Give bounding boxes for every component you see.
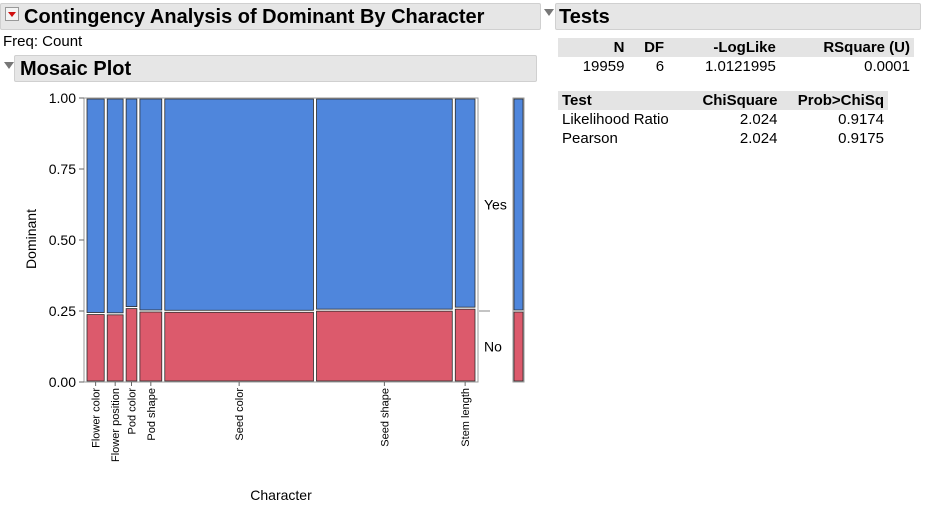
y-tick-label: 0.00 [49,374,76,390]
freq-label: Freq: Count [3,33,83,50]
mosaic-cell-no[interactable] [86,314,105,382]
y-tick-label: 0.50 [49,232,76,248]
cell-df: 6 [655,58,665,75]
summary-table: N DF -LogLike RSquare (U) 19959 6 1.0121… [558,38,914,76]
mosaic-cell-no[interactable] [164,311,314,382]
col-header-rsquare: RSquare (U) [823,39,910,56]
col-header-test: Test [562,92,592,109]
disclosure-triangle-icon[interactable] [4,62,14,69]
mosaic-cell-yes[interactable] [139,98,163,311]
cell-test-name: Likelihood Ratio [562,111,669,128]
overall-cell-no[interactable] [513,311,524,382]
mosaic-plot[interactable]: 1.00 0.75 0.50 0.25 0.00 Flower color Flower p… [0,86,540,506]
y-tick-label: 1.00 [49,90,76,106]
tests-title: Tests [559,6,610,28]
col-header-loglike: -LogLike [713,39,776,56]
cell-chisquare: 2.024 [739,130,778,147]
col-header-n: N [613,39,625,56]
mosaic-cell-no[interactable] [316,310,453,382]
tests-table: Test ChiSquare Prob>ChiSq Likelihood Rat… [558,91,888,148]
x-tick-label: Pod shape [146,388,158,441]
tests-header-row: Test ChiSquare Prob>ChiSq [558,91,888,110]
contingency-header[interactable]: Contingency Analysis of Dominant By Char… [0,3,541,30]
y-tick-label: 0.75 [49,161,76,177]
level-label-no: No [484,339,502,355]
mosaic-cell-no[interactable] [125,308,138,382]
mosaic-cell-yes[interactable] [106,98,124,314]
cell-test-name: Pearson [562,130,618,147]
red-triangle-menu-icon[interactable] [5,7,19,21]
mosaic-cell-no[interactable] [106,314,124,382]
mosaic-cell-yes[interactable] [316,98,453,310]
contingency-title: Contingency Analysis of Dominant By Char… [24,6,485,28]
table-row: Likelihood Ratio 2.024 0.9174 [558,110,888,129]
overall-cell-yes[interactable] [513,98,524,311]
mosaic-cell-yes[interactable] [86,98,105,313]
cell-prob: 0.9175 [838,130,884,147]
mosaic-plot-header[interactable]: Mosaic Plot [14,55,537,82]
summary-row: 19959 6 1.0121995 0.0001 [558,57,914,76]
col-header-df: DF [644,39,665,56]
mosaic-cell-no[interactable] [454,308,476,382]
cell-rsquare: 0.0001 [864,58,910,75]
col-header-chisquare: ChiSquare [702,92,778,109]
x-tick-label: Pod color [127,388,139,435]
x-tick-label: Flower color [91,388,103,448]
tests-header[interactable]: Tests [555,3,921,30]
mosaic-cell-yes[interactable] [125,98,138,307]
mosaic-cell-yes[interactable] [454,98,476,308]
x-tick-label: Stem length [460,388,472,447]
col-header-prob: Prob>ChiSq [797,92,884,109]
cell-prob: 0.9174 [838,111,884,128]
y-tick-label: 0.25 [49,303,76,319]
y-axis-label: Dominant [23,209,39,269]
disclosure-triangle-icon[interactable] [544,9,554,16]
x-axis-label: Character [250,487,312,503]
table-row: Pearson 2.024 0.9175 [558,129,888,148]
cell-loglike: 1.0121995 [704,58,776,75]
mosaic-cell-yes[interactable] [164,98,314,311]
x-tick-label: Seed color [234,388,246,441]
cell-n: 19959 [582,58,625,75]
level-label-yes: Yes [484,197,507,213]
summary-header-row: N DF -LogLike RSquare (U) [558,38,914,57]
x-tick-label: Seed shape [379,388,391,447]
x-tick-label: Flower position [110,388,122,462]
cell-chisquare: 2.024 [739,111,778,128]
mosaic-cell-no[interactable] [139,311,163,382]
mosaic-plot-title: Mosaic Plot [20,58,132,80]
